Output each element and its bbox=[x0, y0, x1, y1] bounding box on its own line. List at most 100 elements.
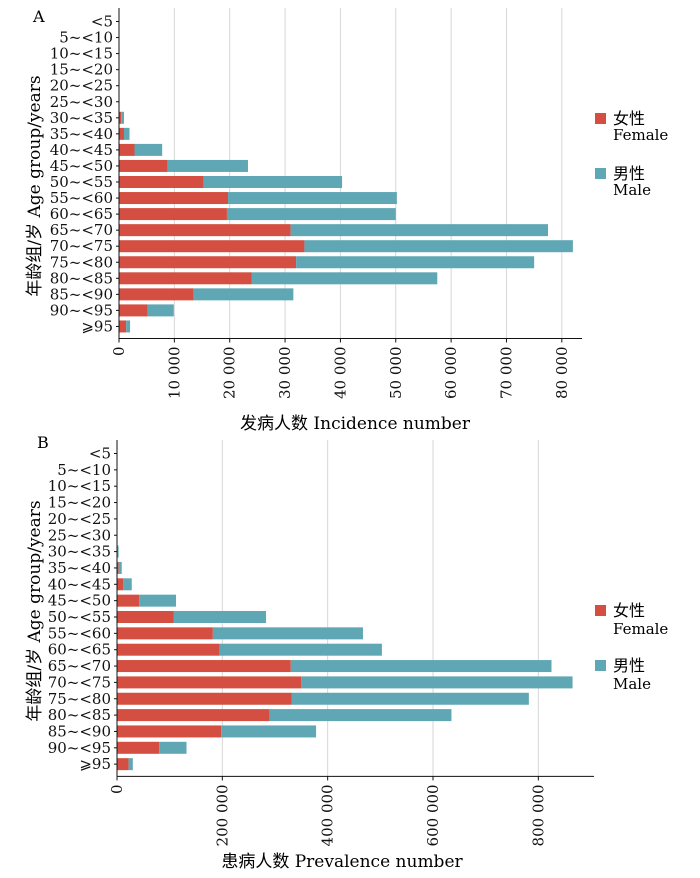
legend-male-en: Male bbox=[613, 675, 651, 693]
panel-b-category-label: 5~<10 bbox=[57, 461, 111, 479]
panel-a-category-label: 15~<20 bbox=[50, 61, 113, 79]
panel-b-category-label: 15~<20 bbox=[48, 494, 111, 512]
panel-a-category-label: 70~<75 bbox=[50, 237, 113, 255]
panel-b-category-label: 65~<70 bbox=[48, 657, 111, 675]
panel-b-x-tick-label: 400 000 bbox=[319, 784, 337, 846]
panel-b-bar-female bbox=[117, 627, 213, 640]
panel-b-bar-male bbox=[219, 643, 382, 656]
legend-swatch-female bbox=[595, 605, 606, 616]
panel-b-category-label: 20~<25 bbox=[48, 510, 111, 528]
panel-b-bar-female bbox=[117, 709, 270, 722]
panel-a-x-tick-label: 30 000 bbox=[276, 346, 294, 399]
panel-a-category-label: 25~<30 bbox=[50, 93, 113, 111]
panel-a-x-tick-label: 70 000 bbox=[497, 346, 515, 399]
panel-a-bar-female bbox=[119, 127, 124, 140]
panel-a-bar-female bbox=[119, 240, 305, 253]
panel-a-bar-male bbox=[147, 304, 174, 317]
panel-a-letter: A bbox=[32, 7, 45, 26]
panel-a-x-tick-label: 0 bbox=[110, 346, 128, 356]
panel-b-letter: B bbox=[37, 433, 49, 452]
panel-b-category-label: 10~<15 bbox=[48, 477, 111, 495]
panel-a-bar-male bbox=[121, 111, 124, 124]
panel-a-bar-male bbox=[126, 320, 131, 333]
panel-a-category-label: 10~<15 bbox=[50, 45, 113, 63]
panel-b-category-label: 50~<55 bbox=[48, 608, 111, 626]
panel-a-category-label: ⩾95 bbox=[81, 317, 113, 335]
panel-a-legend: 女性 Female 男性 Male bbox=[595, 109, 668, 199]
panel-a-category-label: 60~<65 bbox=[50, 205, 113, 223]
panel-a-bar-male bbox=[304, 240, 573, 253]
panel-b-category-label: 25~<30 bbox=[48, 526, 111, 544]
panel-b-legend: 女性 Female 男性 Male bbox=[595, 601, 668, 693]
panel-b-bar-female bbox=[117, 561, 119, 574]
panel-b-x-tick-label: 0 bbox=[108, 784, 126, 794]
panel-b-bar-male bbox=[173, 611, 267, 623]
panel-a-category-label: 50~<55 bbox=[50, 173, 113, 191]
legend-female-en: Female bbox=[613, 620, 668, 638]
panel-b-bar-female bbox=[117, 660, 291, 673]
legend-male-cn: 男性 bbox=[613, 164, 645, 183]
panel-b-bar-male bbox=[269, 709, 452, 722]
panel-a-category-label: 35~<40 bbox=[50, 125, 113, 143]
panel-b-bar-male bbox=[291, 692, 529, 705]
panel-b-category-label: 40~<45 bbox=[48, 575, 111, 593]
panel-b-bar-male bbox=[301, 676, 573, 689]
panel-a-x-tick-label: 50 000 bbox=[387, 346, 405, 399]
panel-b-bar-female bbox=[117, 692, 292, 705]
panel-a-bar-male bbox=[123, 127, 130, 140]
panel-b-category-label: 70~<75 bbox=[48, 673, 111, 691]
panel-a-bar-female bbox=[119, 320, 127, 333]
panel-b-bar-male bbox=[290, 660, 552, 673]
panel-b-category-label: 30~<35 bbox=[48, 543, 111, 561]
legend-male-cn: 男性 bbox=[613, 656, 645, 675]
panel-b-bar-female bbox=[117, 611, 174, 623]
panel-b-bar-male bbox=[117, 545, 119, 558]
panel-b-category-label: ⩾95 bbox=[79, 755, 111, 773]
panel-a-bar-male bbox=[296, 256, 535, 269]
panel-b-category-label: 75~<80 bbox=[48, 690, 111, 708]
panel-a-plot: <55~<1010~<1515~<2020~<2525~<3030~<3535~… bbox=[50, 8, 582, 399]
panel-a-x-tick-label: 20 000 bbox=[221, 346, 239, 399]
panel-b-plot: <55~<1010~<1515~<2020~<2525~<3030~<3535~… bbox=[48, 440, 594, 846]
panel-b-category-label: <5 bbox=[89, 445, 111, 463]
panel-b-category-label: 90~<95 bbox=[48, 739, 111, 757]
legend-female-cn: 女性 bbox=[613, 109, 645, 128]
panel-a-x-tick-label: 10 000 bbox=[165, 346, 183, 399]
legend-female-en: Female bbox=[613, 126, 668, 144]
legend-swatch-male bbox=[595, 660, 606, 671]
panel-a-category-label: 5~<10 bbox=[59, 29, 113, 47]
panel-b-bar-male bbox=[118, 561, 122, 574]
panel-a-bar-female bbox=[119, 159, 168, 172]
panel-a-bar-female bbox=[119, 256, 297, 269]
panel-a-category-label: 90~<95 bbox=[50, 301, 113, 319]
panel-a-bar-male bbox=[226, 208, 396, 221]
panel-a-bar-male bbox=[193, 288, 294, 301]
panel-a-bar-female bbox=[119, 111, 122, 124]
panel-a-category-label: 40~<45 bbox=[50, 141, 113, 159]
panel-a-category-label: 30~<35 bbox=[50, 109, 113, 127]
panel-a-x-tick-label: 80 000 bbox=[553, 346, 571, 399]
legend-swatch-female bbox=[595, 113, 606, 124]
panel-b-bar-male bbox=[123, 578, 132, 591]
panel-a-bar-female bbox=[119, 224, 291, 237]
panel-a-bar-female bbox=[119, 272, 252, 285]
panel-a-bar-male bbox=[203, 176, 343, 188]
panel-b-bar-female bbox=[117, 725, 222, 738]
panel-a-bar-male bbox=[251, 272, 438, 285]
panel-b-x-tick-label: 600 000 bbox=[424, 784, 442, 846]
panel-a-category-label: 80~<85 bbox=[50, 269, 113, 287]
panel-b-x-axis-title: 患病人数 Prevalence number bbox=[221, 852, 463, 872]
panel-b-category-label: 80~<85 bbox=[48, 706, 111, 724]
panel-b-bar-female bbox=[117, 594, 140, 607]
legend-female-cn: 女性 bbox=[613, 601, 645, 620]
panel-b-bar-female bbox=[117, 643, 220, 656]
panel-a-bar-male bbox=[290, 224, 548, 237]
panel-a-bar-male bbox=[167, 159, 248, 172]
panel-b-bar-female bbox=[117, 758, 129, 771]
panel-b-x-tick-label: 200 000 bbox=[213, 784, 231, 846]
panel-a-category-label: 85~<90 bbox=[50, 285, 113, 303]
panel-a-bar-female bbox=[119, 143, 135, 156]
panel-a-category-label: 55~<60 bbox=[50, 189, 113, 207]
panel-b-bar-female bbox=[117, 741, 160, 754]
